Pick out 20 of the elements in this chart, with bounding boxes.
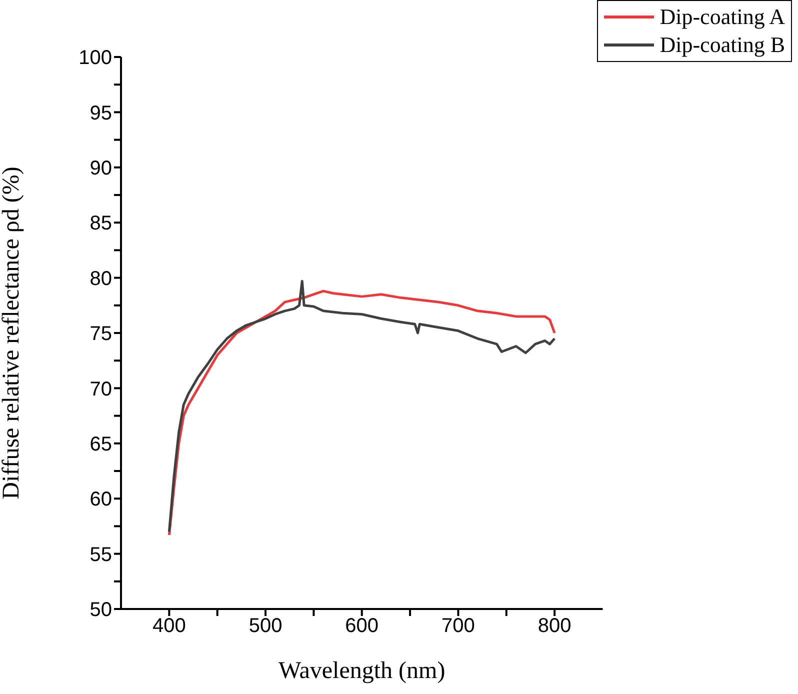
- y-tick-label: 70: [90, 378, 112, 400]
- y-tick-label: 60: [90, 488, 112, 511]
- y-tick-label: 55: [90, 544, 112, 566]
- y-tick-label: 75: [90, 323, 112, 346]
- x-tick-label: 500: [248, 615, 282, 638]
- x-tick-label: 400: [152, 615, 186, 638]
- y-tick-label: 50: [90, 599, 112, 622]
- y-axis-title: Diffuse relative reflectance ρd (%): [0, 166, 25, 500]
- x-tick-label: 800: [538, 615, 572, 638]
- legend-label: Dip-coating B: [660, 31, 785, 59]
- y-tick-label: 80: [90, 268, 112, 290]
- y-tick-label: 100: [78, 47, 112, 70]
- x-tick-label: 700: [442, 615, 475, 638]
- x-axis-title: Wavelength (nm): [278, 658, 446, 684]
- y-tick-label: 90: [90, 158, 112, 180]
- x-tick-label: 600: [345, 615, 379, 638]
- y-tick-label: 95: [90, 102, 112, 124]
- legend-label: Dip-coating A: [660, 3, 785, 31]
- y-tick-label: 65: [90, 434, 112, 456]
- y-tick-label: 85: [90, 212, 112, 235]
